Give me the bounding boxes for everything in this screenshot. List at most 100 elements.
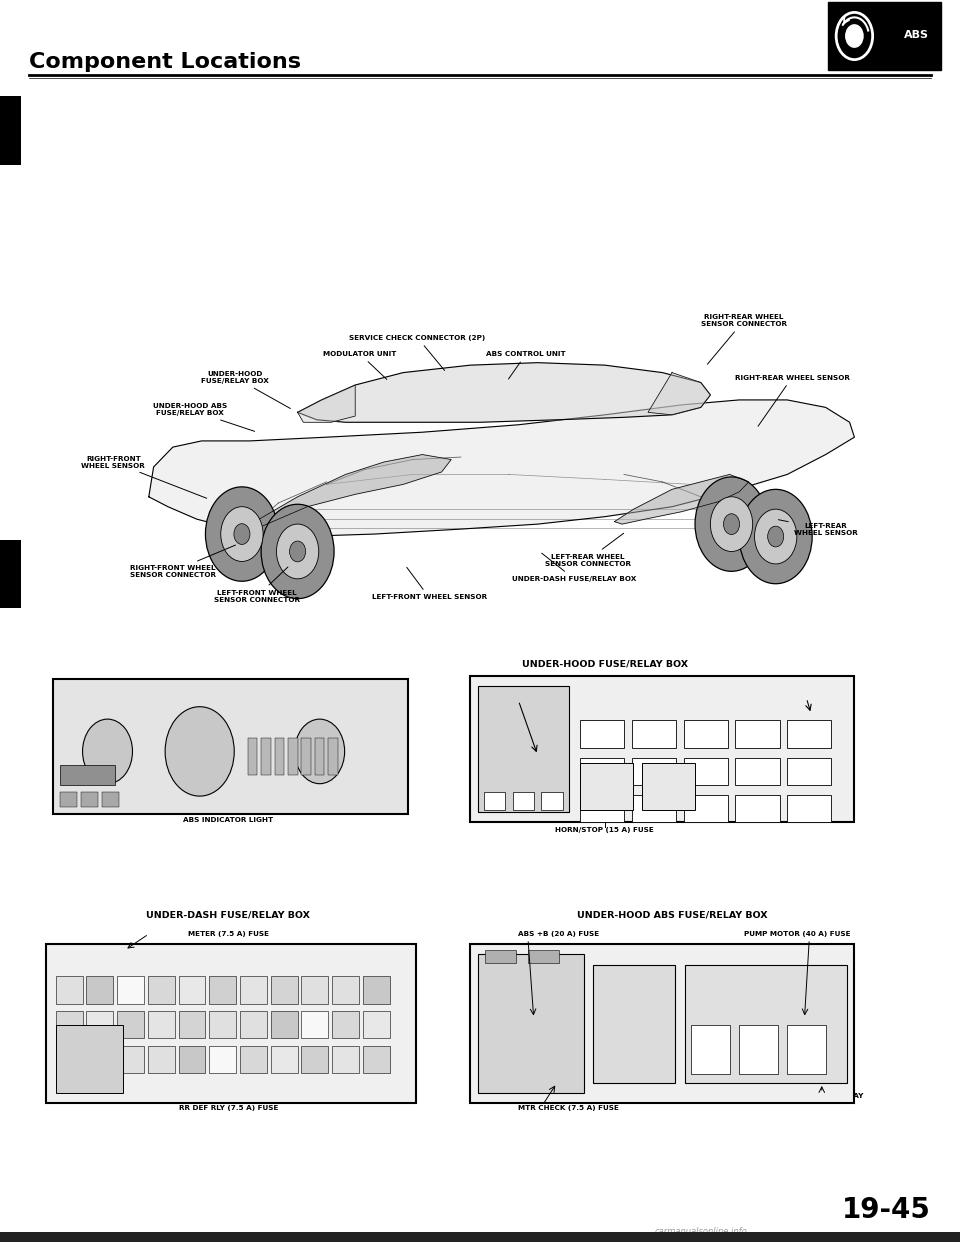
Polygon shape [149, 400, 854, 537]
Bar [684, 795, 728, 822]
Text: RIGHT-FRONT WHEEL
SENSOR CONNECTOR: RIGHT-FRONT WHEEL SENSOR CONNECTOR [130, 545, 235, 578]
Bar [580, 763, 633, 810]
Bar [117, 976, 144, 1004]
Text: 19-45: 19-45 [842, 1196, 931, 1223]
Bar [470, 944, 854, 1103]
Bar [60, 765, 115, 785]
Text: carmanualsonline.info: carmanualsonline.info [655, 1227, 747, 1236]
Bar [86, 1011, 113, 1038]
Bar [363, 1046, 390, 1073]
Text: METER (7.5 A) FUSE: METER (7.5 A) FUSE [188, 932, 269, 936]
Bar [301, 738, 311, 775]
Bar [363, 976, 390, 1004]
Bar [56, 1025, 123, 1093]
Text: UNDER-HOOD
FUSE/RELAY BOX: UNDER-HOOD FUSE/RELAY BOX [202, 371, 290, 409]
Bar [0, 1232, 960, 1242]
Circle shape [710, 497, 753, 551]
Bar [580, 795, 624, 822]
Text: LEFT-FRONT WHEEL
SENSOR CONNECTOR: LEFT-FRONT WHEEL SENSOR CONNECTOR [214, 568, 300, 602]
Bar [593, 965, 675, 1083]
Bar [86, 1046, 113, 1073]
Bar [179, 1011, 205, 1038]
Bar [240, 976, 267, 1004]
Bar [301, 1011, 328, 1038]
Text: UNDER-DASH FUSE/RELAY BOX: UNDER-DASH FUSE/RELAY BOX [512, 553, 636, 581]
Text: ABS CONTROL UNIT: ABS CONTROL UNIT [487, 351, 565, 379]
Bar [528, 950, 559, 963]
Bar [485, 950, 516, 963]
Text: RR DEF RLY (7.5 A) FUSE: RR DEF RLY (7.5 A) FUSE [179, 1105, 278, 1112]
Bar [46, 944, 416, 1103]
Bar [209, 976, 236, 1004]
Bar [632, 758, 676, 785]
Bar [240, 1046, 267, 1073]
Bar [301, 976, 328, 1004]
Text: RIGHT-REAR WHEEL SENSOR: RIGHT-REAR WHEEL SENSOR [734, 375, 850, 426]
Bar [275, 738, 284, 775]
Text: Component Locations: Component Locations [29, 52, 300, 72]
Circle shape [205, 487, 278, 581]
Bar [240, 1011, 267, 1038]
Bar [288, 738, 298, 775]
Circle shape [165, 707, 234, 796]
Bar [179, 1046, 205, 1073]
Circle shape [768, 527, 783, 546]
Text: LEFT-FRONT WHEEL SENSOR: LEFT-FRONT WHEEL SENSOR [372, 568, 487, 600]
Text: UNDER-HOOD FUSE/RELAY BOX: UNDER-HOOD FUSE/RELAY BOX [521, 660, 688, 669]
Circle shape [290, 542, 305, 561]
Bar [787, 795, 831, 822]
Text: ABS INDICATOR LIGHT: ABS INDICATOR LIGHT [183, 817, 274, 823]
Circle shape [261, 504, 334, 599]
Bar [53, 679, 408, 814]
Text: PUMP MOTOR (40 A) FUSE: PUMP MOTOR (40 A) FUSE [744, 932, 851, 936]
Bar [484, 792, 505, 810]
Text: UNDER-HOOD ABS
FUSE/RELAY BOX: UNDER-HOOD ABS FUSE/RELAY BOX [153, 404, 254, 431]
Text: MODULATOR UNIT: MODULATOR UNIT [324, 351, 396, 379]
Bar [642, 763, 695, 810]
Bar [684, 758, 728, 785]
Bar [271, 1011, 298, 1038]
Bar [735, 758, 780, 785]
Text: PUMP MOTOR RELAY: PUMP MOTOR RELAY [780, 1093, 863, 1099]
Bar [828, 2, 941, 70]
Bar [580, 720, 624, 748]
Bar [632, 720, 676, 748]
Bar [363, 1011, 390, 1038]
Bar [735, 720, 780, 748]
Bar [580, 758, 624, 785]
Circle shape [724, 514, 739, 534]
Circle shape [755, 509, 797, 564]
Circle shape [739, 489, 812, 584]
Bar [632, 795, 676, 822]
Bar [685, 965, 847, 1083]
Bar [179, 976, 205, 1004]
Bar [513, 792, 534, 810]
Circle shape [846, 25, 863, 47]
Bar [691, 1025, 730, 1074]
Bar [735, 795, 780, 822]
Polygon shape [298, 363, 710, 422]
Bar [478, 686, 569, 812]
Bar [0, 96, 21, 164]
Bar [787, 720, 831, 748]
Bar [332, 976, 359, 1004]
Bar [684, 720, 728, 748]
Bar [148, 1046, 175, 1073]
Text: LEFT-REAR WHEEL
SENSOR CONNECTOR: LEFT-REAR WHEEL SENSOR CONNECTOR [544, 533, 631, 566]
Bar [60, 792, 77, 807]
Bar [56, 1046, 83, 1073]
Bar [86, 976, 113, 1004]
Bar [81, 792, 98, 807]
Circle shape [695, 477, 768, 571]
Bar [332, 1046, 359, 1073]
Text: RIGHT-REAR WHEEL
SENSOR CONNECTOR: RIGHT-REAR WHEEL SENSOR CONNECTOR [701, 314, 787, 364]
Text: IG1 (40 A) FUSE: IG1 (40 A) FUSE [768, 692, 832, 698]
Circle shape [276, 524, 319, 579]
Text: RIGHT-FRONT
WHEEL SENSOR: RIGHT-FRONT WHEEL SENSOR [82, 456, 206, 498]
Bar [271, 1046, 298, 1073]
Text: UNDER-DASH FUSE/RELAY BOX: UNDER-DASH FUSE/RELAY BOX [147, 910, 310, 920]
Text: ABS: ABS [904, 30, 929, 40]
Bar [478, 954, 584, 1093]
Circle shape [836, 12, 873, 60]
Text: LEFT-REAR
WHEEL SENSOR: LEFT-REAR WHEEL SENSOR [779, 519, 857, 535]
